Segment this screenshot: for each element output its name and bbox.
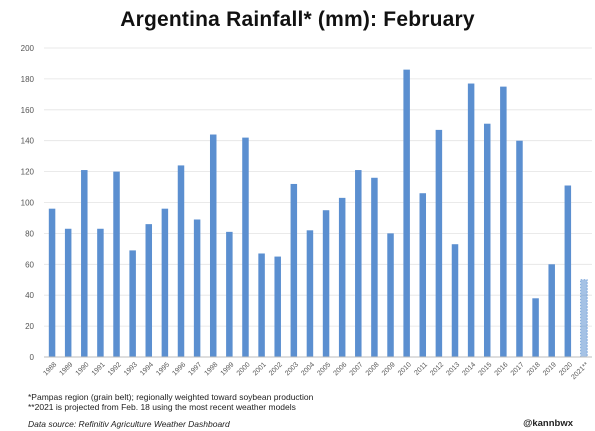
bar-2015 — [483, 123, 491, 357]
bar-2014 — [467, 83, 475, 357]
x-tick-label: 2007 — [349, 361, 365, 377]
y-tick-label: 40 — [25, 291, 34, 300]
bar-2002 — [274, 256, 281, 357]
x-tick-label: 2015 — [478, 361, 494, 377]
gridlines — [44, 47, 592, 358]
x-tick-label: 2002 — [268, 361, 284, 377]
x-tick-label: 2017 — [510, 361, 526, 377]
x-tick-label: 2014 — [461, 361, 477, 377]
bar-1991 — [97, 228, 104, 357]
bar-2017 — [516, 140, 523, 357]
bar-2019 — [548, 264, 555, 357]
x-tick-label: 2000 — [236, 361, 252, 377]
x-tick-label: 1995 — [155, 361, 171, 377]
y-tick-label: 160 — [21, 106, 35, 115]
bar-2010 — [403, 69, 410, 357]
x-tick-label: 2010 — [397, 361, 413, 377]
y-tick-label: 200 — [21, 44, 35, 53]
y-tick-label: 0 — [30, 353, 35, 362]
x-tick-label: 2001 — [252, 361, 268, 377]
x-tick-label: 1994 — [139, 361, 155, 377]
bar-2012 — [435, 129, 443, 357]
author-handle: @kannbwx — [523, 418, 573, 429]
bar-2004 — [306, 230, 314, 357]
bar-2018 — [532, 298, 539, 357]
bar-1994 — [145, 224, 153, 357]
bar-1992 — [113, 171, 120, 357]
x-tick-label: 1998 — [204, 361, 220, 377]
y-tick-label: 100 — [21, 199, 35, 208]
footnote-2: **2021 is projected from Feb. 18 using t… — [28, 402, 296, 412]
x-tick-label: 2009 — [381, 361, 397, 377]
bar-2009 — [387, 233, 394, 357]
y-tick-label: 80 — [25, 229, 34, 238]
y-tick-label: 120 — [21, 168, 35, 177]
bar-2007 — [355, 170, 362, 357]
data-source: Data source: Refinitiv Agriculture Weath… — [28, 419, 230, 429]
bar-2005 — [322, 210, 330, 357]
bar-2001 — [258, 253, 265, 357]
x-axis-ticks: 1988 1989 1990 1991 1992 1993 1994 1995 1996 1997… — [42, 361, 590, 381]
x-tick-label: 1996 — [171, 361, 187, 377]
x-tick-label: 2021** — [570, 361, 590, 381]
bar-2000 — [242, 137, 249, 357]
y-tick-label: 140 — [21, 137, 35, 146]
y-tick-label: 20 — [25, 322, 34, 331]
bar-1990 — [81, 170, 88, 357]
x-tick-label: 1991 — [91, 361, 107, 377]
bar-1996 — [177, 165, 185, 357]
x-tick-label: 2013 — [445, 361, 461, 377]
bar-2006 — [338, 197, 346, 357]
bar-1999 — [226, 231, 233, 357]
x-tick-label: 1988 — [42, 361, 58, 377]
x-tick-label: 1989 — [58, 361, 74, 377]
bar-1995 — [161, 208, 169, 357]
bar-1988 — [48, 208, 56, 357]
y-tick-label: 60 — [25, 260, 34, 269]
x-tick-label: 2005 — [316, 361, 332, 377]
footnote-1: *Pampas region (grain belt); regionally … — [28, 392, 314, 402]
x-tick-label: 2019 — [542, 361, 558, 377]
bar-2016 — [500, 86, 507, 357]
x-tick-label: 1990 — [75, 361, 91, 377]
bars — [48, 69, 588, 358]
bar-2003 — [290, 183, 298, 357]
x-tick-label: 2008 — [365, 361, 381, 377]
bar-2021 — [580, 279, 588, 358]
x-tick-label: 2012 — [429, 361, 445, 377]
y-axis-ticks: 0 20 40 60 80 100 120 140 160 180 200 — [21, 44, 35, 362]
x-tick-label: 1992 — [107, 361, 123, 377]
x-tick-label: 2003 — [284, 361, 300, 377]
x-tick-label: 2006 — [332, 361, 348, 377]
bar-1998 — [209, 134, 217, 357]
x-tick-label: 2011 — [413, 361, 429, 377]
x-tick-label: 1997 — [187, 361, 203, 377]
bar-2020 — [564, 185, 572, 357]
bar-1989 — [64, 228, 72, 357]
bar-2008 — [371, 177, 378, 357]
bar-2013 — [451, 244, 459, 357]
chart-title: Argentina Rainfall* (mm): February — [120, 8, 475, 31]
x-tick-label: 2016 — [494, 361, 510, 377]
y-tick-label: 180 — [21, 75, 35, 84]
x-tick-label: 2004 — [300, 361, 316, 377]
bar-1993 — [129, 250, 136, 357]
x-tick-label: 1999 — [220, 361, 236, 377]
x-tick-label: 1993 — [123, 361, 139, 377]
bar-2011 — [419, 193, 427, 357]
bar-1997 — [193, 219, 201, 357]
x-tick-label: 2018 — [526, 361, 542, 377]
